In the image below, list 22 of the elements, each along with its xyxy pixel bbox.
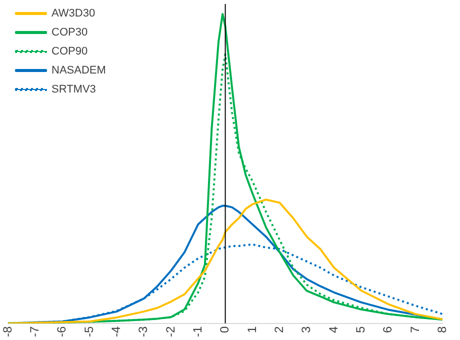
x-tick-label: 4 [326, 326, 340, 334]
x-tick-label: -5 [82, 326, 96, 337]
x-tick-label: 5 [353, 326, 368, 334]
legend-label: NASADEM [52, 64, 106, 77]
x-tick-label: -3 [136, 326, 150, 337]
legend-label: COP90 [52, 46, 88, 58]
x-tick-label: 3 [299, 326, 314, 334]
x-tick-label: -8 [0, 326, 14, 337]
x-tick-label: 1 [244, 326, 259, 334]
x-tick-label: -6 [54, 326, 69, 337]
x-tick-label: 7 [408, 326, 422, 334]
x-tick-label: 2 [272, 326, 286, 334]
x-tick-label: 6 [380, 326, 395, 334]
x-tick-label: -4 [108, 326, 123, 337]
legend-label: SRTMV3 [52, 84, 96, 96]
legend-label: COP30 [52, 26, 88, 39]
x-tick-label: -2 [163, 326, 178, 337]
x-tick-label: -7 [27, 326, 42, 337]
x-tick-label: 8 [434, 326, 449, 334]
x-tick-label: 0 [218, 326, 232, 334]
x-tick-label: -1 [190, 326, 204, 337]
legend-label: AW3D30 [52, 8, 96, 20]
